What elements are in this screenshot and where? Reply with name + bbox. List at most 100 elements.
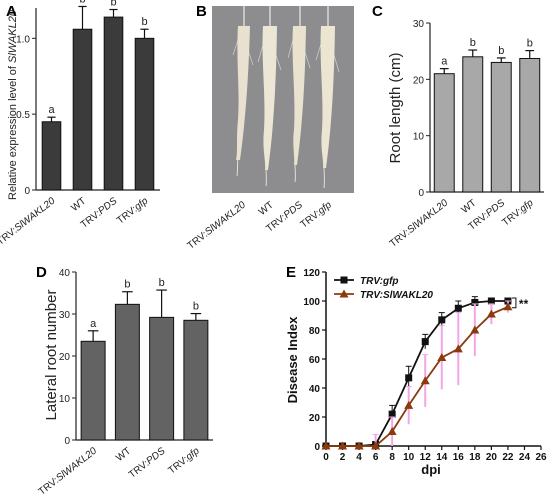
panel-e-label: E xyxy=(286,264,296,281)
panel-e-ytick-label: 60 xyxy=(309,355,321,366)
panel-e-series-1-point xyxy=(387,427,397,435)
panel-e-series-1-point xyxy=(321,441,331,450)
panel-c-bar xyxy=(433,73,455,193)
panel-a-ylabel: Relative expression level of SlWAKL20 xyxy=(7,9,19,200)
panel-a-ytick-label: 0 xyxy=(24,186,30,197)
panel-e-ytick-label: 120 xyxy=(303,268,320,279)
panel-e-significance-bracket xyxy=(511,297,517,309)
panel-e-ytick-label: 0 xyxy=(314,442,320,453)
panel-e-xtick-label: 14 xyxy=(436,452,448,463)
panel-e-series-0-line xyxy=(326,300,508,447)
panel-b: B TRV:S xyxy=(186,3,354,252)
panel-d-significance-letter: b xyxy=(159,277,165,289)
panel-e-legend-0-label: TRV:gfp xyxy=(360,276,399,287)
panel-a-ytick-label: 0.5 xyxy=(16,110,30,121)
panel-d-ytick-label: 40 xyxy=(59,268,71,279)
panel-e-series-1-point xyxy=(437,353,447,362)
panel-d-bar xyxy=(80,340,106,441)
panel-b-category-label: WT xyxy=(257,200,276,218)
panel-e-xtick-label: 16 xyxy=(453,452,465,463)
panel-a-category-label: TRV:SlWAKL20 xyxy=(0,195,58,247)
panel-e-xtick-label: 20 xyxy=(486,452,498,463)
panel-e-ytick-label: 40 xyxy=(309,384,321,395)
panel-a-ytick-label: 1.0 xyxy=(16,34,30,45)
panel-a-significance-letter: b xyxy=(110,0,116,9)
panel-c-significance-letter: b xyxy=(470,37,476,49)
panel-e-series-0-point xyxy=(454,304,462,312)
panel-c-bar xyxy=(462,56,484,193)
root-trv-slwakl20 xyxy=(236,26,250,160)
panel-d-ylabel: Lateral root number xyxy=(43,290,60,421)
panel-e-ytick-label: 80 xyxy=(309,326,321,337)
panel-d: D Lateral root number 0 10 20 30 40 a TRV:SlWA… xyxy=(36,264,213,498)
panel-a: A Relative expression level of SlWAKL20 … xyxy=(0,0,160,248)
panel-d-significance-letter: b xyxy=(124,279,130,291)
panel-c-bar xyxy=(490,61,512,193)
panel-d-significance-letter: b xyxy=(193,301,199,313)
panel-e-xtick-label: 12 xyxy=(420,452,432,463)
panel-e-ylabel: Disease Index xyxy=(285,316,300,403)
panel-c-ytick-label: 0 xyxy=(418,188,424,199)
panel-c-significance-letter: b xyxy=(498,45,504,57)
panel-d-bar xyxy=(149,316,175,441)
panel-c-significance-letter: a xyxy=(441,56,448,68)
panel-e-series-0-point xyxy=(438,316,446,324)
panel-c: C Root length (cm) 0 10 20 30 a TRV:SlWAKL20 b… xyxy=(372,3,544,250)
panel-a-bar xyxy=(41,121,62,191)
panel-a-bar xyxy=(103,16,124,191)
panel-e-legend-0-marker xyxy=(340,276,348,284)
panel-e-series-1-point xyxy=(338,441,348,450)
panel-a-ylabel-gene: SlWAKL20 xyxy=(7,9,19,63)
panel-e-ytick-label: 20 xyxy=(309,413,321,424)
panel-e-series-1-point xyxy=(470,325,480,334)
panel-d-category-label: WT xyxy=(114,446,133,464)
panel-e-xtick-label: 22 xyxy=(502,452,514,463)
panel-e-series-0-point xyxy=(421,338,429,346)
panel-e-xtick-label: 8 xyxy=(389,452,395,463)
panel-d-bar xyxy=(114,303,140,441)
panel-c-bar xyxy=(519,57,541,193)
panel-e-xtick-label: 2 xyxy=(340,452,346,463)
panel-b-category-label: TRV:gfp xyxy=(299,199,335,230)
panel-d-ytick-label: 10 xyxy=(59,394,71,405)
panel-e-xlabel: dpi xyxy=(421,462,441,477)
panel-e-xtick-label: 0 xyxy=(323,452,329,463)
panel-e-series-0-point xyxy=(471,298,479,306)
panel-e-significance-marker: ** xyxy=(519,297,529,311)
panel-e-xtick-label: 18 xyxy=(469,452,481,463)
panel-c-ylabel: Root length (cm) xyxy=(387,53,404,164)
root-wt xyxy=(262,26,277,170)
panel-e-series-1-point xyxy=(486,309,496,318)
panel-d-category-label: TRV:PDS xyxy=(127,445,168,480)
panel-d-label: D xyxy=(36,264,47,281)
panel-a-bar xyxy=(72,28,93,191)
panel-c-category-label: TRV:SlWAKL20 xyxy=(388,197,451,249)
root-trv-pds xyxy=(292,26,306,165)
panel-a-category-label: WT xyxy=(69,196,88,214)
root-photo-roots xyxy=(232,6,340,189)
panel-e-legend-1-label: TRV:SlWAKL20 xyxy=(360,290,433,301)
panel-e-xtick-label: 10 xyxy=(403,452,415,463)
panel-d-ytick-label: 30 xyxy=(59,310,71,321)
panel-e-xtick-label: 4 xyxy=(356,452,362,463)
panel-d-significance-letter: a xyxy=(90,318,97,330)
panel-e-series-1-point xyxy=(420,376,430,385)
panel-c-label: C xyxy=(372,3,383,20)
panel-c-ytick-label: 10 xyxy=(413,132,425,143)
panel-c-ytick-label: 30 xyxy=(413,19,425,30)
panel-c-category-label: WT xyxy=(460,198,479,216)
panel-c-ytick-label: 20 xyxy=(413,75,425,86)
panel-a-label: A xyxy=(6,3,17,20)
panel-e-ytick-label: 100 xyxy=(303,297,320,308)
root-trv-gfp xyxy=(320,26,335,168)
panel-e-series-0-point xyxy=(487,297,495,305)
panel-b-label: B xyxy=(196,3,207,20)
panel-b-category-label: TRV:SlWAKL20 xyxy=(186,199,249,251)
panel-a-significance-letter: b xyxy=(79,0,85,5)
panel-e-series-1-point xyxy=(354,441,364,450)
panel-e-series-1-point xyxy=(404,400,414,409)
panel-d-bar xyxy=(183,319,209,441)
panel-a-significance-letter: b xyxy=(141,16,147,28)
